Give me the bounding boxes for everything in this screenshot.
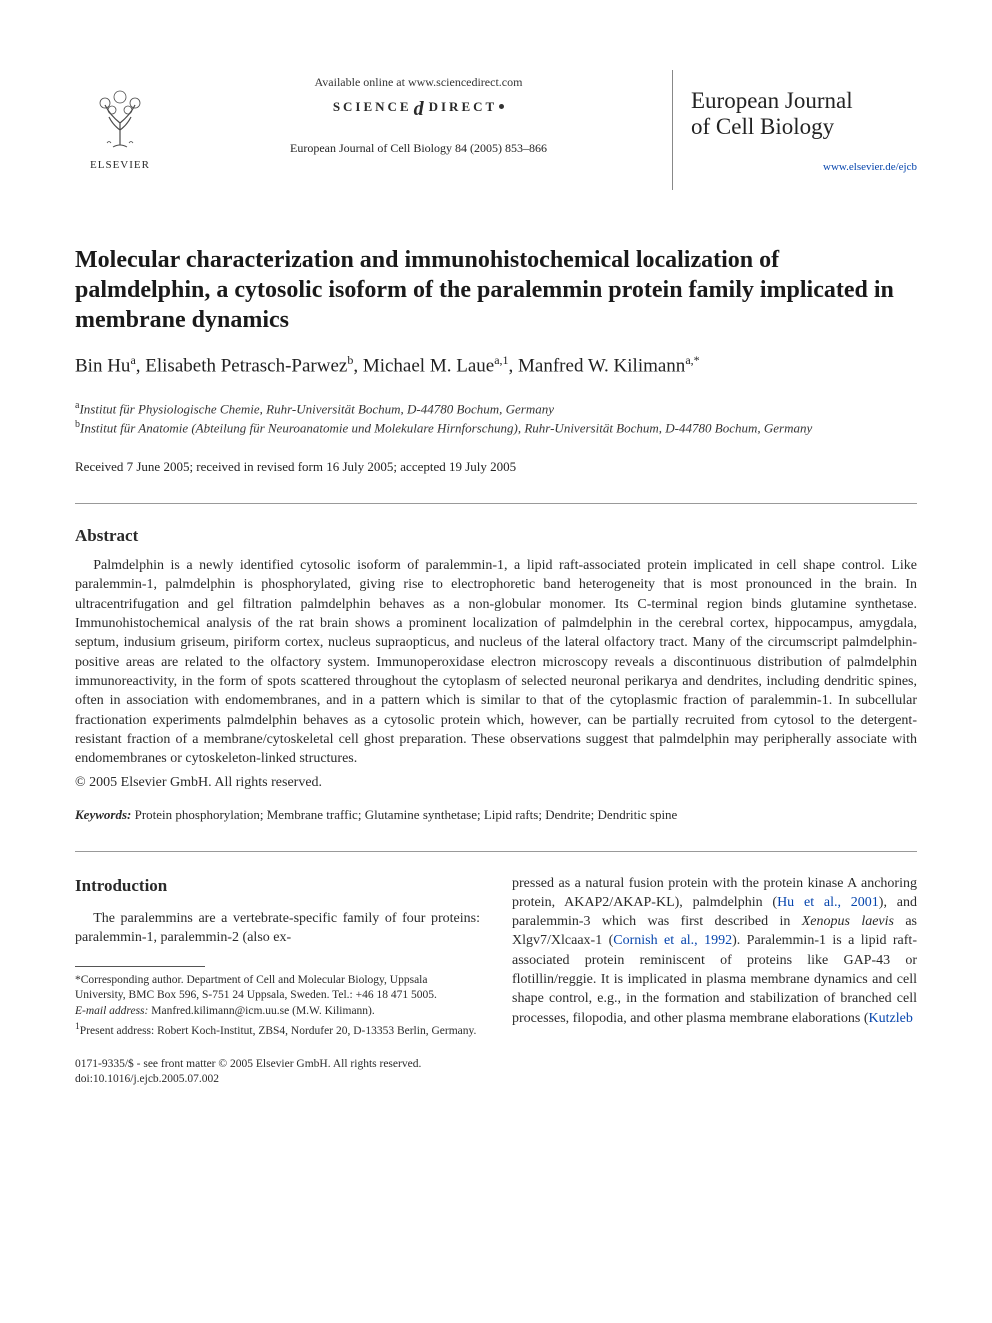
footer-meta: 0171-9335/$ - see front matter © 2005 El… <box>75 1057 480 1087</box>
journal-name: European Journal of Cell Biology <box>691 88 917 141</box>
corr-mark: * <box>694 353 700 367</box>
keywords-label: Keywords: <box>75 807 131 822</box>
divider-top <box>75 503 917 504</box>
sd-right: DIRECT <box>429 99 498 114</box>
affiliations: aInstitut für Physiologische Chemie, Ruh… <box>75 399 917 437</box>
aff-a-text: Institut für Physiologische Chemie, Ruhr… <box>79 402 554 417</box>
present-address-footnote: 1Present address: Robert Koch-Institut, … <box>75 1021 480 1039</box>
keywords-text: Protein phosphorylation; Membrane traffi… <box>131 807 677 822</box>
sd-d-glyph: d <box>414 98 427 120</box>
author-3: Michael M. Laue <box>363 355 494 376</box>
sd-dot-icon <box>499 104 504 109</box>
footnotes: *Corresponding author. Department of Cel… <box>75 973 480 1040</box>
author-2: Elisabeth Petrasch-Parwez <box>145 355 347 376</box>
publisher-logo: ELSEVIER <box>75 85 165 171</box>
present-text: Present address: Robert Koch-Institut, Z… <box>80 1025 477 1037</box>
email-label: E-mail address: <box>75 1005 148 1017</box>
journal-box: European Journal of Cell Biology www.els… <box>672 70 917 190</box>
species-name: Xenopus laevis <box>802 914 894 929</box>
doi-line: doi:10.1016/j.ejcb.2005.07.002 <box>75 1072 480 1087</box>
journal-name-l1: European Journal <box>691 88 853 113</box>
abstract-heading: Abstract <box>75 526 917 546</box>
aff-b-text: Institut für Anatomie (Abteilung für Neu… <box>80 421 812 436</box>
intro-right-para: pressed as a natural fusion protein with… <box>512 874 917 1029</box>
keywords-line: Keywords: Protein phosphorylation; Membr… <box>75 807 917 823</box>
author-1-sup: a <box>130 353 135 367</box>
author-2-sup: b <box>347 353 353 367</box>
publisher-name: ELSEVIER <box>90 159 150 171</box>
elsevier-tree-icon <box>85 85 155 155</box>
abstract-copyright: © 2005 Elsevier GmbH. All rights reserve… <box>75 775 917 791</box>
abstract-body: Palmdelphin is a newly identified cytoso… <box>75 556 917 768</box>
article-title: Molecular characterization and immunohis… <box>75 245 917 335</box>
journal-url-link[interactable]: www.elsevier.de/ejcb <box>691 161 917 173</box>
citation-line: European Journal of Cell Biology 84 (200… <box>165 141 672 156</box>
ref-cornish-1992[interactable]: Cornish et al., 1992 <box>613 933 732 948</box>
divider-bottom <box>75 851 917 852</box>
author-4: Manfred W. Kilimann <box>518 355 685 376</box>
authors-line: Bin Hua, Elisabeth Petrasch-Parwezb, Mic… <box>75 353 917 377</box>
right-column: pressed as a natural fusion protein with… <box>512 874 917 1088</box>
article-dates: Received 7 June 2005; received in revise… <box>75 459 917 475</box>
available-online-text: Available online at www.sciencedirect.co… <box>165 75 672 90</box>
left-column: Introduction The paralemmins are a verte… <box>75 874 480 1088</box>
sd-left: SCIENCE <box>333 99 412 114</box>
two-column-body: Introduction The paralemmins are a verte… <box>75 874 917 1088</box>
ref-kutzleb[interactable]: Kutzleb <box>869 1011 913 1026</box>
email-value: Manfred.kilimann@icm.uu.se (M.W. Kiliman… <box>148 1005 374 1017</box>
page-header: ELSEVIER Available online at www.science… <box>75 70 917 190</box>
header-center: Available online at www.sciencedirect.co… <box>165 70 672 156</box>
intro-heading: Introduction <box>75 874 480 897</box>
science-direct-logo: SCIENCEdDIRECT <box>165 98 672 121</box>
issn-line: 0171-9335/$ - see front matter © 2005 El… <box>75 1057 480 1072</box>
author-4-sup: a, <box>685 353 693 367</box>
author-1: Bin Hu <box>75 355 130 376</box>
corr-footnote: *Corresponding author. Department of Cel… <box>75 973 480 1003</box>
footnote-divider <box>75 966 205 967</box>
intro-left-para: The paralemmins are a vertebrate-specifi… <box>75 909 480 948</box>
ref-hu-2001[interactable]: Hu et al., 2001 <box>777 895 879 910</box>
email-footnote: E-mail address: Manfred.kilimann@icm.uu.… <box>75 1004 480 1019</box>
title-block: Molecular characterization and immunohis… <box>75 245 917 335</box>
author-3-sup: a,1 <box>494 353 508 367</box>
journal-name-l2: of Cell Biology <box>691 114 834 139</box>
